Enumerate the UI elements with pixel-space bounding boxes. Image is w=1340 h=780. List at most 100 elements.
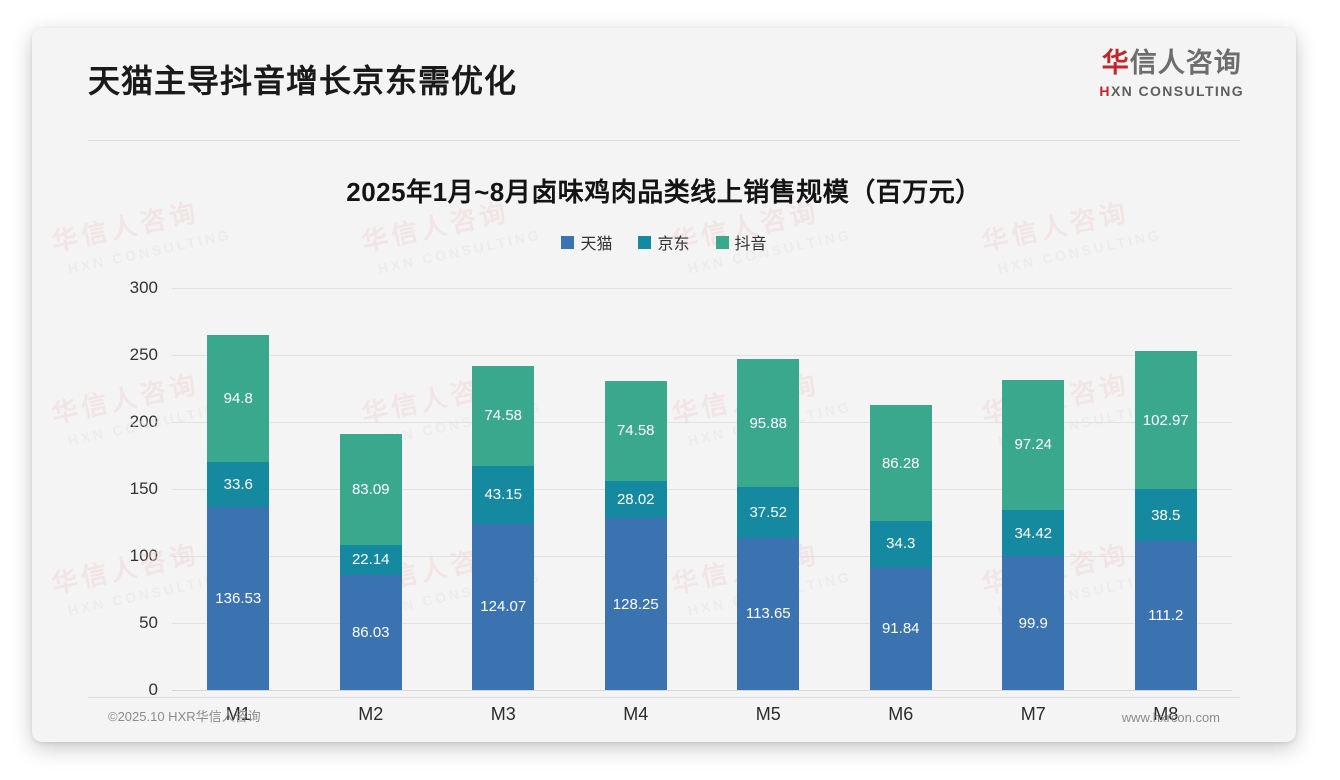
bar-group-M4[interactable]: 128.25 28.02 74.58 <box>604 380 667 690</box>
bar-segment-天猫[interactable]: 91.84 <box>869 566 932 690</box>
bar-segment-抖音[interactable]: 102.97 <box>1134 351 1197 490</box>
bar-segment-抖音[interactable]: 83.09 <box>339 433 402 546</box>
bar-group-M3[interactable]: 124.07 43.15 74.58 <box>472 366 535 690</box>
y-axis-tick: 250 <box>129 345 158 364</box>
bar-group-M8[interactable]: 111.2 38.5 102.97 <box>1134 351 1197 690</box>
bar-segment-抖音[interactable]: 74.58 <box>604 380 667 481</box>
bar-value-label: 97.24 <box>1014 436 1053 454</box>
bar-value-label: 86.03 <box>351 623 390 641</box>
legend-swatch-icon <box>638 235 652 249</box>
gridline <box>172 422 1232 423</box>
logo-chinese-rest: 信人咨询 <box>1129 48 1242 78</box>
bar-value-label: 37.52 <box>749 504 788 522</box>
bar-segment-天猫[interactable]: 113.65 <box>737 537 800 690</box>
bar-segment-京东[interactable]: 38.5 <box>1134 489 1197 541</box>
x-axis-label-M4: M4 <box>623 704 649 724</box>
bar-value-label: 22.14 <box>351 551 390 569</box>
logo-english-accent: H <box>1099 83 1111 99</box>
logo-chinese-accent: 华 <box>1101 48 1130 78</box>
slide-card: 天猫主导抖音增长京东需优化 华信人咨询 HXN CONSULTING 华信人咨询… <box>32 28 1296 742</box>
bar-value-label: 99.9 <box>1018 614 1048 632</box>
x-axis-labels: M1 M2 M3 M4 M5 M6 M7 M8 <box>172 704 1232 725</box>
y-axis-tick: 0 <box>148 680 158 699</box>
bar-group-M2[interactable]: 86.03 22.14 83.09 <box>339 433 402 690</box>
bar-value-label: 43.15 <box>484 486 523 504</box>
bar-segment-天猫[interactable]: 99.9 <box>1002 556 1065 690</box>
legend-item-抖音[interactable]: 抖音 <box>715 230 767 254</box>
bar-segment-京东[interactable]: 33.6 <box>207 462 270 508</box>
logo-chinese: 华信人咨询 <box>1099 50 1244 77</box>
bar-segment-抖音[interactable]: 86.28 <box>869 405 932 521</box>
bar-value-label: 28.02 <box>616 490 655 508</box>
y-axis-tick: 150 <box>129 479 158 498</box>
y-axis-tick: 100 <box>129 546 158 565</box>
gridline <box>172 623 1232 624</box>
company-logo: 华信人咨询 HXN CONSULTING <box>1099 50 1244 99</box>
legend-label: 抖音 <box>734 236 767 253</box>
chart-title: 2025年1月~8月卤味鸡肉品类线上销售规模（百万元） <box>346 177 982 207</box>
bar-value-label: 124.07 <box>480 598 527 616</box>
bar-value-label: 111.2 <box>1148 607 1184 624</box>
logo-english: HXN CONSULTING <box>1099 84 1244 98</box>
page-title: 天猫主导抖音增长京东需优化 <box>88 63 518 99</box>
legend-swatch-icon <box>561 235 575 249</box>
bar-group-M5[interactable]: 113.65 37.52 95.88 <box>737 358 800 690</box>
bar-segment-京东[interactable]: 22.14 <box>339 545 402 575</box>
bar-segment-抖音[interactable]: 74.58 <box>472 366 535 466</box>
bar-value-label: 113.65 <box>745 605 791 623</box>
bar-segment-京东[interactable]: 28.02 <box>604 480 667 519</box>
bar-segment-京东[interactable]: 43.15 <box>472 465 535 524</box>
plot-inner: 136.53 33.6 94.8 86.03 22.14 83.09 124.07 43.15… <box>130 276 1232 699</box>
legend-swatch-icon <box>715 235 729 249</box>
x-axis-label-M5: M5 <box>755 704 781 724</box>
gridline <box>172 355 1232 356</box>
y-axis-tick: 200 <box>129 412 158 431</box>
bar-segment-天猫[interactable]: 124.07 <box>472 523 535 690</box>
footer-copyright: ©2025.10 HXR华信人咨询 <box>108 709 261 724</box>
logo-english-rest: XN CONSULTING <box>1110 83 1244 99</box>
bar-group-M7[interactable]: 99.9 34.42 97.24 <box>1002 379 1065 690</box>
bar-value-label: 91.84 <box>881 619 920 637</box>
bar-value-label: 83.09 <box>351 480 390 498</box>
x-axis-label-M6: M6 <box>888 704 914 724</box>
bar-segment-京东[interactable]: 34.42 <box>1002 510 1065 557</box>
chart-region: 华信人咨询 HXN CONSULTING 华信人咨询 HXN CONSULTING 华信… <box>32 146 1296 724</box>
bar-value-label: 74.58 <box>484 407 523 425</box>
x-axis-label-M2: M2 <box>358 704 384 724</box>
bar-value-label: 102.97 <box>1142 411 1189 429</box>
header-divider <box>88 140 1240 141</box>
bar-segment-天猫[interactable]: 86.03 <box>339 574 402 690</box>
legend-item-京东[interactable]: 京东 <box>638 230 690 254</box>
legend-label: 天猫 <box>580 236 613 253</box>
y-axis-tick: 50 <box>139 613 158 632</box>
bar-segment-京东[interactable]: 37.52 <box>737 487 800 538</box>
chart-plot: 136.53 33.6 94.8 86.03 22.14 83.09 124.07 43.15… <box>32 264 1296 724</box>
bar-value-label: 128.25 <box>612 595 659 613</box>
bar-value-label: 86.28 <box>881 454 920 472</box>
bar-series-container: 136.53 33.6 94.8 86.03 22.14 83.09 124.07 43.15… <box>172 288 1232 690</box>
bar-segment-天猫[interactable]: 136.53 <box>207 507 270 690</box>
gridline <box>172 489 1232 490</box>
bar-value-label: 95.88 <box>749 414 788 432</box>
x-axis-label-M1: M1 <box>225 704 251 724</box>
gridline <box>172 288 1232 289</box>
bar-value-label: 38.5 <box>1151 506 1181 524</box>
bar-group-M6[interactable]: 91.84 34.3 86.28 <box>869 405 932 690</box>
bar-segment-天猫[interactable]: 111.2 <box>1134 541 1197 690</box>
footer-website: www.hxrcon.com <box>1121 710 1220 725</box>
y-axis-tick: 300 <box>129 278 158 297</box>
bar-value-label: 33.6 <box>223 476 253 494</box>
bar-segment-京东[interactable]: 34.3 <box>869 520 932 567</box>
bar-value-label: 34.42 <box>1014 524 1053 542</box>
slide-header: 天猫主导抖音增长京东需优化 华信人咨询 HXN CONSULTING <box>32 28 1296 122</box>
bar-segment-抖音[interactable]: 95.88 <box>737 358 800 488</box>
gridline <box>172 690 1232 691</box>
legend-item-天猫[interactable]: 天猫 <box>561 230 612 254</box>
chart-legend: 天猫 京东 抖音 <box>32 230 1296 254</box>
bar-segment-抖音[interactable]: 97.24 <box>1002 379 1065 511</box>
x-axis-label-M8: M8 <box>1153 704 1179 724</box>
x-axis-label-M7: M7 <box>1020 704 1046 724</box>
bar-segment-抖音[interactable]: 94.8 <box>207 335 270 463</box>
bar-group-M1[interactable]: 136.53 33.6 94.8 <box>207 335 270 690</box>
bar-segment-天猫[interactable]: 128.25 <box>604 518 667 690</box>
